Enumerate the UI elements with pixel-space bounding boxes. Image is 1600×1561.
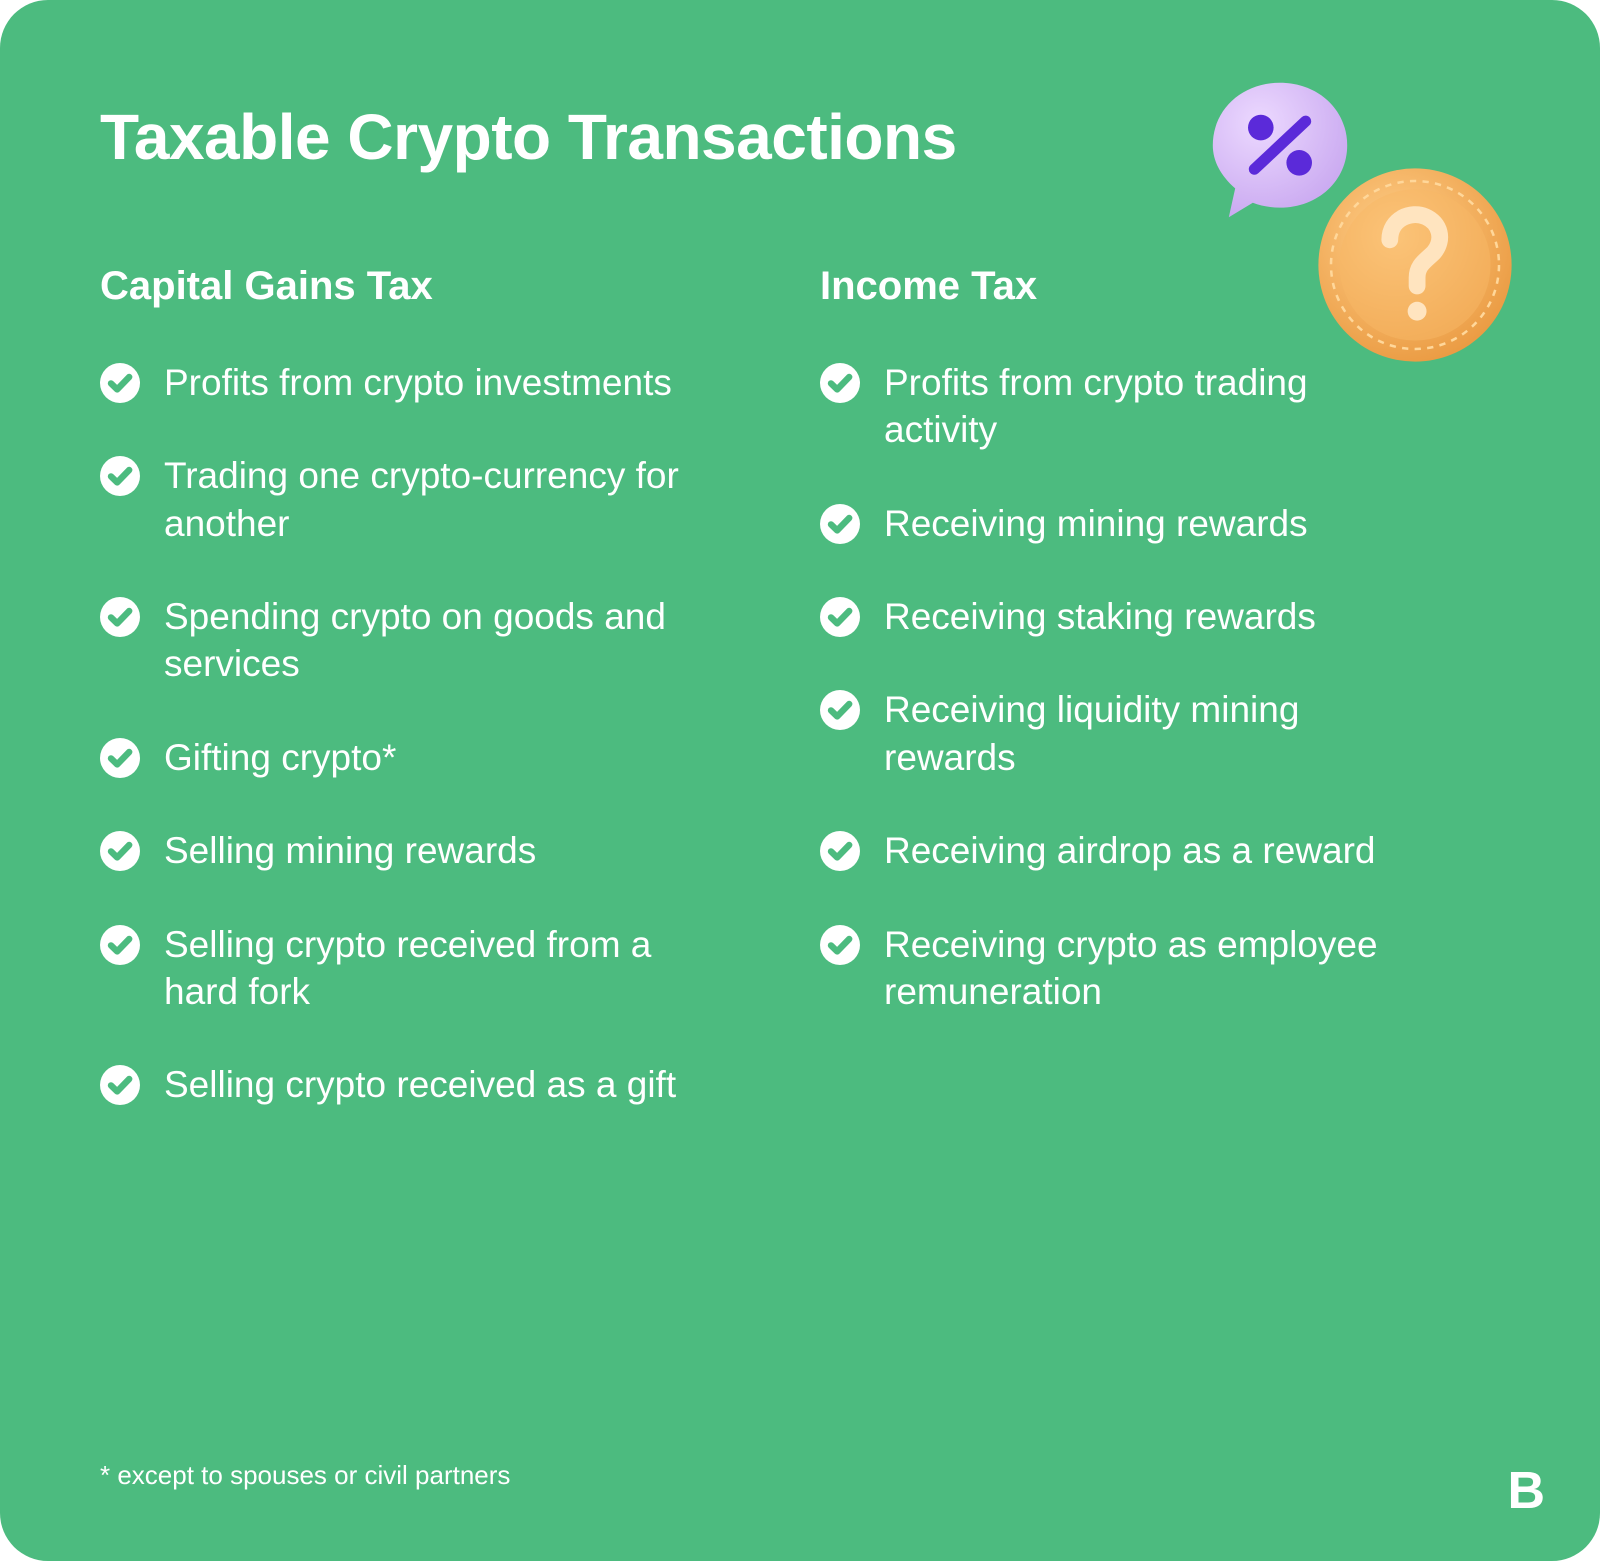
item-text: Selling crypto received as a gift bbox=[164, 1061, 676, 1108]
list-item: Receiving liquidity mining rewards bbox=[820, 686, 1500, 781]
item-text: Receiving mining rewards bbox=[884, 500, 1308, 547]
list-item: Selling mining rewards bbox=[100, 827, 780, 874]
check-icon bbox=[820, 363, 860, 403]
list-item: Spending crypto on goods and services bbox=[100, 593, 780, 688]
check-icon bbox=[820, 504, 860, 544]
item-text: Selling crypto received from a hard fork bbox=[164, 921, 684, 1016]
list-item: Receiving crypto as employee remuneratio… bbox=[820, 921, 1500, 1016]
check-icon bbox=[820, 831, 860, 871]
column-income-tax: Income Tax Profits from crypto trading a… bbox=[820, 264, 1500, 1109]
check-icon bbox=[100, 831, 140, 871]
check-icon bbox=[820, 597, 860, 637]
column-capital-gains: Capital Gains Tax Profits from crypto in… bbox=[100, 264, 780, 1109]
list-item: Receiving mining rewards bbox=[820, 500, 1500, 547]
check-icon bbox=[820, 690, 860, 730]
list-item: Receiving airdrop as a reward bbox=[820, 827, 1500, 874]
column-heading: Capital Gains Tax bbox=[100, 264, 780, 309]
item-text: Spending crypto on goods and services bbox=[164, 593, 684, 688]
item-list: Profits from crypto investments Trading … bbox=[100, 359, 780, 1109]
check-icon bbox=[820, 925, 860, 965]
check-icon bbox=[100, 1065, 140, 1105]
decor-group bbox=[1200, 70, 1520, 370]
infographic-card: Taxable Crypto Transactions Capital Gain… bbox=[0, 0, 1600, 1561]
question-coin-icon bbox=[1310, 160, 1520, 370]
list-item: Trading one crypto-currency for another bbox=[100, 452, 780, 547]
check-icon bbox=[100, 363, 140, 403]
item-text: Profits from crypto investments bbox=[164, 359, 672, 406]
check-icon bbox=[100, 597, 140, 637]
item-text: Receiving crypto as employee remuneratio… bbox=[884, 921, 1404, 1016]
check-icon bbox=[100, 925, 140, 965]
list-item: Selling crypto received from a hard fork bbox=[100, 921, 780, 1016]
list-item: Profits from crypto investments bbox=[100, 359, 780, 406]
brand-logo: B bbox=[1507, 1461, 1544, 1521]
item-text: Receiving airdrop as a reward bbox=[884, 827, 1376, 874]
item-text: Receiving liquidity mining rewards bbox=[884, 686, 1404, 781]
list-item: Selling crypto received as a gift bbox=[100, 1061, 780, 1108]
check-icon bbox=[100, 738, 140, 778]
item-text: Profits from crypto trading activity bbox=[884, 359, 1404, 454]
item-text: Gifting crypto* bbox=[164, 734, 396, 781]
footnote: * except to spouses or civil partners bbox=[100, 1460, 510, 1491]
columns-container: Capital Gains Tax Profits from crypto in… bbox=[100, 264, 1500, 1109]
list-item: Receiving staking rewards bbox=[820, 593, 1500, 640]
item-text: Selling mining rewards bbox=[164, 827, 536, 874]
item-text: Trading one crypto-currency for another bbox=[164, 452, 684, 547]
item-list: Profits from crypto trading activity Rec… bbox=[820, 359, 1500, 1015]
item-text: Receiving staking rewards bbox=[884, 593, 1316, 640]
list-item: Profits from crypto trading activity bbox=[820, 359, 1500, 454]
check-icon bbox=[100, 456, 140, 496]
list-item: Gifting crypto* bbox=[100, 734, 780, 781]
